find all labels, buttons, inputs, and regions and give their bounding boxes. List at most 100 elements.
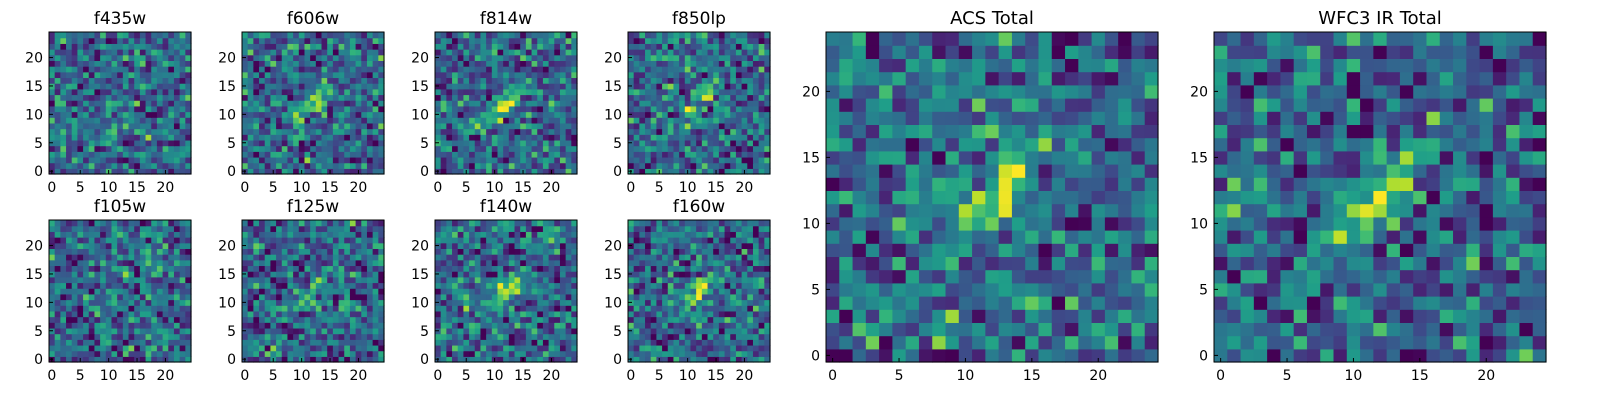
- heatmap-cell: [497, 71, 504, 79]
- heatmap-cell: [77, 242, 84, 249]
- heatmap-cell: [281, 71, 289, 79]
- heatmap-cell: [457, 83, 464, 90]
- heatmap-cell: [486, 293, 493, 301]
- heatmap-cell: [349, 231, 357, 238]
- heatmap-cell: [253, 237, 260, 244]
- heatmap-cell: [508, 339, 516, 346]
- heatmap-cell: [548, 333, 555, 340]
- heatmap-cell: [134, 305, 141, 312]
- heatmap-cell: [684, 339, 692, 346]
- heatmap-cell: [628, 88, 635, 96]
- heatmap-cell: [718, 94, 726, 101]
- heatmap-cell: [332, 288, 340, 295]
- heatmap-cell: [117, 100, 124, 107]
- heatmap-cell: [667, 265, 675, 272]
- heatmap-cell: [662, 322, 669, 329]
- heatmap-cell: [315, 60, 323, 67]
- heatmap-cell: [253, 71, 260, 79]
- heatmap-cell: [752, 94, 760, 101]
- heatmap-cell: [446, 288, 453, 295]
- heatmap-cell: [117, 310, 124, 318]
- heatmap-cell: [730, 316, 737, 323]
- heatmap-cell: [440, 168, 447, 175]
- heatmap-cell: [758, 111, 765, 118]
- heatmap-cell: [372, 265, 379, 272]
- heatmap-cell: [66, 49, 73, 56]
- heatmap-cell: [156, 134, 164, 141]
- heatmap-cell: [667, 117, 675, 124]
- heatmap-cell: [151, 231, 158, 238]
- heatmap-cell: [696, 282, 703, 289]
- heatmap-cell: [758, 37, 765, 44]
- heatmap-cell: [88, 310, 96, 318]
- heatmap-cell: [173, 225, 181, 232]
- heatmap-cell: [111, 77, 118, 84]
- heatmap-cell: [361, 111, 368, 118]
- heatmap-cell: [71, 220, 78, 227]
- heatmap-cell: [724, 339, 731, 346]
- heatmap-cell: [49, 145, 56, 152]
- heatmap-cell: [327, 145, 334, 152]
- heatmap-cell: [463, 293, 470, 301]
- heatmap-cell: [54, 54, 61, 61]
- y-tick-label: 20: [604, 51, 622, 67]
- heatmap-cell: [741, 322, 748, 329]
- heatmap-cell: [633, 276, 640, 284]
- heatmap-cell: [264, 322, 271, 329]
- heatmap-cell: [713, 259, 720, 267]
- heatmap-cell: [83, 344, 90, 352]
- heatmap-cell: [139, 111, 147, 118]
- heatmap-cell: [565, 54, 572, 61]
- heatmap-cell: [168, 322, 175, 329]
- heatmap-cell: [452, 316, 459, 323]
- heatmap-cell: [508, 282, 516, 289]
- heatmap-cell: [242, 254, 249, 261]
- heatmap-cell: [486, 327, 493, 335]
- heatmap-cell: [701, 156, 709, 164]
- heatmap-cell: [724, 344, 731, 352]
- heatmap-cell: [679, 134, 686, 141]
- heatmap-cell: [684, 276, 692, 284]
- heatmap-cell: [469, 77, 476, 84]
- heatmap-cell: [242, 225, 249, 232]
- heatmap-cell: [741, 344, 748, 352]
- heatmap-cell: [452, 322, 459, 329]
- heatmap-cell: [54, 32, 61, 39]
- heatmap-cell: [276, 299, 283, 306]
- heatmap-cell: [111, 134, 118, 141]
- heatmap-cell: [71, 151, 78, 158]
- heatmap-cell: [287, 254, 294, 261]
- heatmap-cell: [537, 248, 544, 255]
- heatmap-cell: [338, 356, 345, 363]
- heatmap-cell: [105, 77, 113, 84]
- heatmap-cell: [696, 60, 703, 67]
- heatmap-cell: [639, 322, 646, 329]
- heatmap-cell: [117, 299, 124, 306]
- heatmap-cell: [537, 94, 544, 101]
- heatmap-cell: [253, 117, 260, 124]
- heatmap-cell: [565, 168, 572, 175]
- heatmap-cell: [747, 282, 754, 289]
- heatmap-cell: [259, 220, 266, 227]
- heatmap-cell: [707, 344, 714, 352]
- heatmap-cell: [338, 276, 345, 284]
- heatmap-cell: [304, 276, 311, 284]
- heatmap-cell: [480, 83, 487, 90]
- heatmap-cell: [315, 122, 323, 130]
- heatmap-cell: [559, 122, 567, 130]
- heatmap-cell: [463, 37, 470, 44]
- heatmap-cell: [696, 105, 703, 113]
- heatmap-cell: [463, 220, 470, 227]
- heatmap-cell: [355, 339, 362, 346]
- heatmap-cell: [503, 122, 510, 130]
- heatmap-cell: [503, 88, 510, 96]
- heatmap-cell: [758, 271, 765, 278]
- heatmap-cell: [253, 293, 260, 301]
- heatmap-cell: [145, 327, 152, 335]
- heatmap-cell: [457, 122, 464, 130]
- heatmap-cell: [117, 117, 124, 124]
- heatmap-cell: [656, 151, 663, 158]
- heatmap-cell: [128, 43, 135, 50]
- heatmap-cell: [747, 310, 754, 318]
- heatmap-cell: [139, 37, 147, 44]
